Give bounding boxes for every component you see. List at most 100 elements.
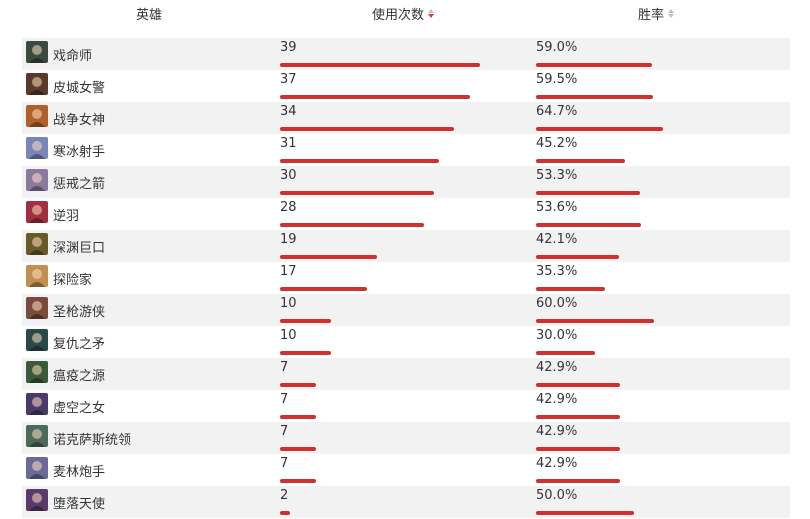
champion-name[interactable]: 诺克萨斯统领 — [53, 433, 132, 448]
winrate-value: 59.0% — [536, 40, 578, 55]
champion-avatar[interactable] — [26, 361, 48, 383]
winrate-bar — [536, 319, 654, 323]
champion-name[interactable]: 战争女神 — [53, 113, 106, 128]
uses-value: 34 — [280, 104, 297, 119]
uses-value: 30 — [280, 168, 297, 183]
uses-value: 37 — [280, 72, 297, 87]
winrate-value: 42.1% — [536, 232, 578, 247]
table-row[interactable]: 复仇之矛 10 30.0% — [22, 326, 790, 358]
table-row[interactable]: 寒冰射手 31 45.2% — [22, 134, 790, 166]
uses-bar — [280, 511, 290, 515]
column-header-uses[interactable]: 使用次数 — [372, 4, 435, 23]
table-row[interactable]: 麦林炮手 7 42.9% — [22, 454, 790, 486]
winrate-bar — [536, 191, 640, 195]
champion-avatar[interactable] — [26, 169, 48, 191]
table-row[interactable]: 探险家 17 35.3% — [22, 262, 790, 294]
table-row[interactable]: 皮城女警 37 59.5% — [22, 70, 790, 102]
champion-name[interactable]: 探险家 — [53, 273, 93, 288]
uses-value: 2 — [280, 488, 289, 503]
winrate-value: 35.3% — [536, 264, 578, 279]
table-row[interactable]: 深渊巨口 19 42.1% — [22, 230, 790, 262]
champion-avatar[interactable] — [26, 425, 48, 447]
champion-avatar[interactable] — [26, 233, 48, 255]
uses-bar — [280, 127, 454, 131]
champion-name[interactable]: 深渊巨口 — [53, 241, 106, 256]
uses-value: 7 — [280, 424, 289, 439]
winrate-bar — [536, 223, 641, 227]
column-header-hero: 英雄 — [136, 4, 162, 23]
uses-value: 7 — [280, 360, 289, 375]
champion-avatar[interactable] — [26, 265, 48, 287]
champion-avatar[interactable] — [26, 297, 48, 319]
champion-avatar[interactable] — [26, 137, 48, 159]
winrate-bar — [536, 383, 620, 387]
champion-avatar[interactable] — [26, 329, 48, 351]
uses-bar — [280, 351, 331, 355]
table-row[interactable]: 圣枪游侠 10 60.0% — [22, 294, 790, 326]
uses-bar — [280, 95, 470, 99]
uses-value: 17 — [280, 264, 297, 279]
champion-name[interactable]: 寒冰射手 — [53, 145, 106, 160]
champion-name[interactable]: 复仇之矛 — [53, 337, 106, 352]
champion-avatar[interactable] — [26, 41, 48, 63]
uses-bar — [280, 159, 439, 163]
table-row[interactable]: 惩戒之箭 30 53.3% — [22, 166, 790, 198]
winrate-bar — [536, 159, 625, 163]
winrate-bar — [536, 255, 619, 259]
champion-name[interactable]: 惩戒之箭 — [53, 177, 106, 192]
winrate-value: 53.6% — [536, 200, 578, 215]
table-row[interactable]: 逆羽 28 53.6% — [22, 198, 790, 230]
winrate-bar — [536, 447, 620, 451]
sort-icon[interactable] — [668, 7, 675, 21]
winrate-value: 42.9% — [536, 360, 578, 375]
column-header-winrate[interactable]: 胜率 — [638, 4, 675, 23]
uses-value: 7 — [280, 392, 289, 407]
uses-value: 39 — [280, 40, 297, 55]
champion-name[interactable]: 堕落天使 — [53, 497, 106, 512]
table-row[interactable]: 诺克萨斯统领 7 42.9% — [22, 422, 790, 454]
winrate-bar — [536, 351, 595, 355]
column-header-winrate-label: 胜率 — [638, 8, 665, 23]
uses-bar — [280, 383, 316, 387]
winrate-value: 59.5% — [536, 72, 578, 87]
sort-desc-icon[interactable] — [428, 7, 435, 21]
champion-name[interactable]: 逆羽 — [53, 209, 80, 224]
winrate-bar — [536, 63, 652, 67]
winrate-value: 53.3% — [536, 168, 578, 183]
champion-name[interactable]: 麦林炮手 — [53, 465, 106, 480]
winrate-value: 60.0% — [536, 296, 578, 311]
winrate-bar — [536, 479, 620, 483]
champion-avatar[interactable] — [26, 489, 48, 511]
uses-bar — [280, 479, 316, 483]
uses-value: 31 — [280, 136, 297, 151]
uses-bar — [280, 223, 424, 227]
table-row[interactable]: 戏命师 39 59.0% — [22, 38, 790, 70]
uses-bar — [280, 415, 316, 419]
column-header-uses-label: 使用次数 — [372, 8, 425, 23]
champion-avatar[interactable] — [26, 457, 48, 479]
champion-name[interactable]: 虚空之女 — [53, 401, 106, 416]
table-row[interactable]: 战争女神 34 64.7% — [22, 102, 790, 134]
uses-bar — [280, 63, 480, 67]
table-row[interactable]: 堕落天使 2 50.0% — [22, 486, 790, 518]
hero-table: 戏命师 39 59.0% 皮城女警 37 59.5% 战争女神 34 64.7% 寒冰射手 31 45… — [22, 38, 790, 518]
champion-avatar[interactable] — [26, 73, 48, 95]
champion-name[interactable]: 戏命师 — [53, 49, 93, 64]
winrate-bar — [536, 95, 653, 99]
table-row[interactable]: 虚空之女 7 42.9% — [22, 390, 790, 422]
champion-avatar[interactable] — [26, 201, 48, 223]
winrate-bar — [536, 511, 634, 515]
champion-avatar[interactable] — [26, 393, 48, 415]
champion-avatar[interactable] — [26, 105, 48, 127]
winrate-bar — [536, 127, 663, 131]
champion-name[interactable]: 皮城女警 — [53, 81, 106, 96]
winrate-value: 42.9% — [536, 456, 578, 471]
uses-value: 28 — [280, 200, 297, 215]
winrate-value: 64.7% — [536, 104, 578, 119]
champion-name[interactable]: 瘟疫之源 — [53, 369, 106, 384]
winrate-value: 45.2% — [536, 136, 578, 151]
champion-name[interactable]: 圣枪游侠 — [53, 305, 106, 320]
winrate-value: 42.9% — [536, 424, 578, 439]
table-row[interactable]: 瘟疫之源 7 42.9% — [22, 358, 790, 390]
uses-value: 7 — [280, 456, 289, 471]
